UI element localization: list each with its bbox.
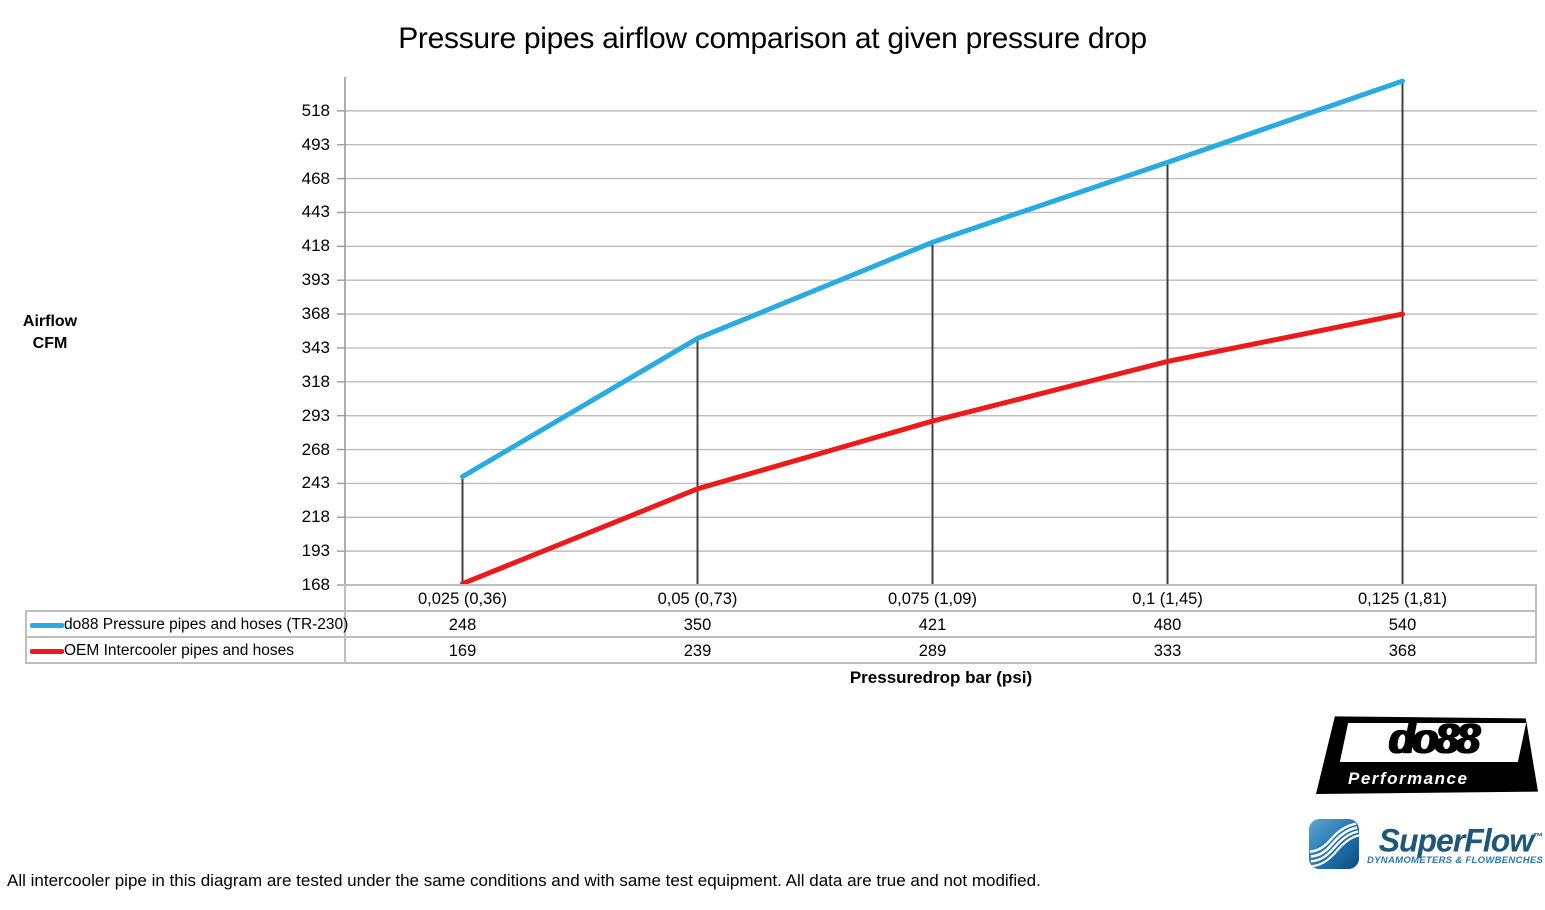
y-tick-label: 218: [301, 507, 330, 527]
value-cell: 350: [683, 616, 712, 634]
superflow-logo: SuperFlow™ DYNAMOMETERS & FLOWBENCHES: [1308, 818, 1543, 870]
y-axis-label-line2: CFM: [32, 335, 68, 352]
value-cell: 239: [683, 642, 712, 660]
table-border: [25, 662, 1537, 664]
y-tick-label: 343: [301, 337, 330, 357]
table-border: [344, 584, 346, 664]
footer-note: All intercooler pipe in this diagram are…: [7, 871, 1041, 890]
category-label: 0,025 (0,36): [418, 590, 507, 608]
do88-performance-label: Performance: [1348, 769, 1469, 788]
chart-title: Pressure pipes airflow comparison at giv…: [398, 22, 1147, 55]
value-cell: 333: [1153, 642, 1182, 660]
value-cell: 480: [1153, 616, 1182, 634]
series-line: [460, 78, 1405, 480]
value-cell: 421: [918, 616, 947, 634]
y-axis-label-line1: Airflow: [22, 313, 78, 330]
y-tick-label: 243: [301, 473, 330, 493]
superflow-tagline: DYNAMOMETERS & FLOWBENCHES: [1367, 854, 1544, 866]
y-tick-label: 468: [301, 168, 330, 188]
table-border: [1535, 584, 1537, 664]
y-tick-label: 318: [301, 371, 330, 391]
legend-swatch: [30, 648, 64, 654]
category-label: 0,05 (0,73): [657, 590, 738, 608]
value-cell: 368: [1388, 642, 1417, 660]
y-tick-label: 518: [301, 100, 330, 120]
value-cell: 289: [918, 642, 947, 660]
legend-row: OEM Intercooler pipes and hoses: [27, 638, 344, 664]
category-label: 0,1 (1,45): [1132, 590, 1203, 608]
value-cell: 540: [1388, 616, 1417, 634]
y-tick-label: 193: [301, 541, 330, 561]
legend-swatch: [30, 622, 64, 628]
table-border: [25, 610, 1537, 612]
legend-box: do88 Pressure pipes and hoses (TR-230) OE…: [27, 612, 348, 664]
table-border: [344, 584, 1537, 586]
y-tick-label: 268: [301, 439, 330, 459]
y-tick-label: 493: [301, 134, 330, 154]
table-border: [25, 610, 27, 664]
category-label: 0,125 (1,81): [1358, 590, 1447, 608]
y-tick-label: 293: [301, 405, 330, 425]
superflow-trademark: ™: [1533, 832, 1544, 844]
table-border: [25, 636, 1537, 638]
series-line: [460, 311, 1405, 587]
legend-row: do88 Pressure pipes and hoses (TR-230): [27, 612, 348, 638]
y-tick-label: 368: [301, 304, 330, 324]
legend-label: do88 Pressure pipes and hoses (TR-230): [64, 616, 349, 633]
category-label: 0,075 (1,09): [888, 590, 977, 608]
y-tick-label: 393: [301, 270, 330, 290]
y-tick-label: 443: [301, 202, 330, 222]
y-tick-label: 168: [301, 575, 330, 594]
do88-logo: do88 Performance: [1316, 715, 1538, 794]
superflow-s-wave-icon: [1308, 818, 1360, 870]
do88-logo-text: do88: [1388, 715, 1480, 763]
y-axis-label: Airflow CFM: [6, 311, 94, 355]
value-cell: 248: [448, 616, 477, 634]
value-cell: 169: [448, 642, 477, 660]
x-axis-label: Pressuredrop bar (psi): [849, 668, 1033, 687]
superflow-wordmark: SuperFlow™: [1379, 822, 1544, 857]
superflow-name: SuperFlow: [1378, 822, 1535, 859]
superflow-text-column: SuperFlow™ DYNAMOMETERS & FLOWBENCHES: [1367, 822, 1543, 866]
y-tick-label: 418: [301, 236, 330, 256]
legend-label: OEM Intercooler pipes and hoses: [64, 642, 295, 659]
